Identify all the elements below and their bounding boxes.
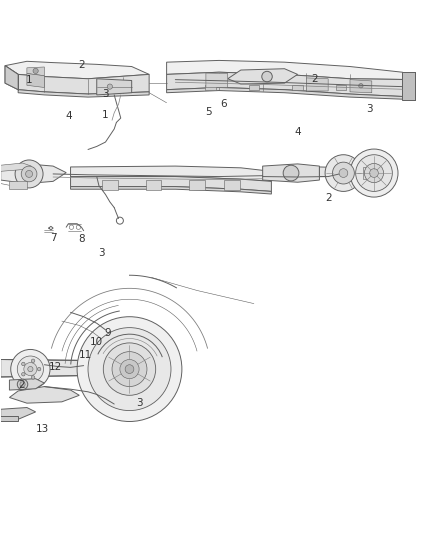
Circle shape	[364, 164, 384, 183]
Polygon shape	[71, 166, 272, 181]
Text: 4: 4	[294, 127, 301, 137]
Polygon shape	[5, 66, 18, 90]
Circle shape	[24, 362, 37, 376]
Text: 10: 10	[90, 337, 103, 346]
Polygon shape	[27, 74, 44, 87]
Polygon shape	[205, 85, 215, 90]
Circle shape	[88, 328, 171, 410]
Polygon shape	[1, 359, 88, 377]
Polygon shape	[336, 85, 346, 90]
Polygon shape	[102, 180, 118, 190]
Polygon shape	[166, 60, 416, 79]
Circle shape	[325, 155, 362, 191]
Circle shape	[20, 382, 25, 387]
Text: 3: 3	[98, 248, 104, 259]
Circle shape	[125, 365, 134, 374]
Polygon shape	[249, 85, 259, 90]
Polygon shape	[319, 167, 363, 176]
Text: 3: 3	[366, 104, 373, 114]
Circle shape	[37, 367, 41, 371]
Text: 8: 8	[78, 235, 85, 245]
Polygon shape	[224, 180, 240, 190]
Text: 3: 3	[102, 89, 109, 99]
Circle shape	[33, 68, 38, 74]
Text: 2: 2	[312, 74, 318, 84]
Polygon shape	[1, 164, 66, 183]
Polygon shape	[146, 180, 161, 190]
Circle shape	[350, 149, 398, 197]
Polygon shape	[263, 164, 319, 182]
Polygon shape	[5, 66, 149, 94]
Circle shape	[77, 317, 182, 422]
Polygon shape	[10, 386, 79, 403]
Polygon shape	[306, 78, 328, 91]
Circle shape	[370, 169, 378, 177]
Circle shape	[28, 367, 33, 372]
Text: 11: 11	[79, 350, 92, 360]
Circle shape	[17, 356, 43, 382]
Polygon shape	[97, 79, 132, 95]
Circle shape	[21, 373, 25, 376]
Circle shape	[120, 359, 139, 379]
Polygon shape	[206, 73, 228, 87]
Polygon shape	[0, 416, 18, 422]
Circle shape	[262, 71, 272, 82]
Polygon shape	[189, 180, 205, 190]
Circle shape	[32, 359, 35, 362]
Circle shape	[112, 352, 147, 386]
Text: 7: 7	[50, 233, 57, 243]
Polygon shape	[350, 79, 372, 93]
Circle shape	[107, 84, 113, 89]
Polygon shape	[1, 408, 35, 419]
Polygon shape	[5, 61, 149, 79]
Circle shape	[25, 171, 32, 177]
Text: 1: 1	[102, 110, 109, 119]
Polygon shape	[18, 90, 149, 97]
Text: 13: 13	[35, 424, 49, 434]
Polygon shape	[228, 69, 297, 84]
Text: 2: 2	[325, 192, 332, 203]
Text: 3: 3	[136, 398, 143, 408]
Polygon shape	[27, 67, 44, 76]
Polygon shape	[166, 87, 416, 100]
Circle shape	[15, 160, 43, 188]
Circle shape	[11, 350, 50, 389]
Text: 9: 9	[104, 328, 111, 338]
Polygon shape	[71, 176, 272, 191]
Text: 1: 1	[26, 75, 32, 85]
Text: 12: 12	[49, 362, 62, 372]
Text: 2: 2	[78, 60, 85, 70]
Circle shape	[283, 165, 299, 181]
Polygon shape	[403, 72, 416, 100]
Circle shape	[356, 155, 392, 191]
Polygon shape	[363, 167, 374, 179]
Text: 6: 6	[220, 99, 227, 109]
Circle shape	[21, 362, 25, 366]
Polygon shape	[1, 163, 31, 171]
Polygon shape	[10, 181, 27, 189]
Circle shape	[32, 376, 35, 379]
Circle shape	[21, 166, 37, 182]
Circle shape	[332, 162, 354, 184]
Circle shape	[339, 169, 348, 177]
Polygon shape	[71, 187, 272, 194]
Text: 2: 2	[18, 380, 25, 390]
Text: 4: 4	[65, 111, 72, 121]
Polygon shape	[166, 72, 416, 97]
Circle shape	[359, 84, 363, 88]
Circle shape	[103, 343, 155, 395]
Circle shape	[17, 379, 28, 390]
Polygon shape	[292, 85, 303, 90]
Polygon shape	[10, 379, 44, 390]
Text: 5: 5	[205, 107, 212, 117]
